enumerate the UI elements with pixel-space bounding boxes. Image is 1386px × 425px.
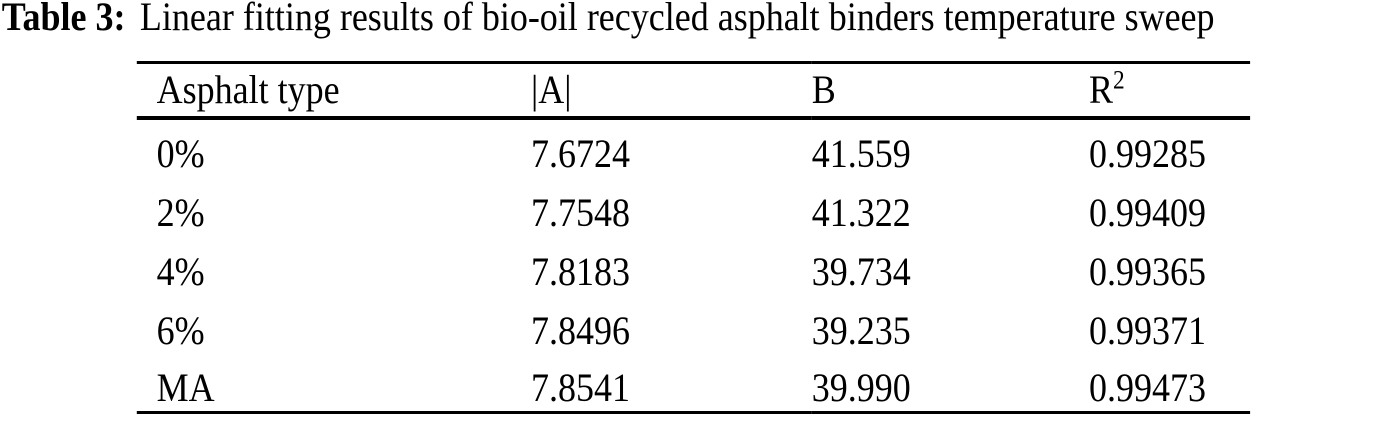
cell-r-squared: 0.99285 — [1089, 130, 1206, 176]
header-b: B — [811, 62, 1089, 120]
cell-a-absolute: 7.7548 — [531, 189, 630, 235]
cell-b: 41.322 — [811, 189, 911, 235]
cell-b: 39.990 — [811, 365, 911, 410]
cell-r-squared: 0.99473 — [1089, 365, 1206, 410]
cell-asphalt-type: 0% — [156, 130, 205, 176]
table-row: 6% 7.8496 39.235 0.99371 — [137, 295, 1250, 354]
table-caption-label: Table 3: — [1, 0, 126, 39]
table-row: 0% 7.6724 41.559 0.99285 — [137, 118, 1250, 177]
cell-r-squared: 0.99365 — [1089, 248, 1206, 294]
r-squared-base: R — [1089, 66, 1114, 112]
r-squared-superscript: 2 — [1113, 65, 1125, 95]
cell-a-absolute: 7.8541 — [531, 365, 630, 410]
table-row: 2% 7.7548 41.322 0.99409 — [137, 177, 1250, 236]
cell-asphalt-type: 6% — [156, 307, 205, 353]
cell-b: 41.559 — [811, 130, 911, 176]
cell-a-absolute: 7.8496 — [531, 307, 630, 353]
cell-a-absolute: 7.6724 — [531, 130, 630, 176]
table-row: 4% 7.8183 39.734 0.99365 — [137, 236, 1250, 295]
cell-r-squared: 0.99371 — [1089, 307, 1206, 353]
cell-a-absolute: 7.8183 — [531, 248, 630, 294]
header-asphalt-type: Asphalt type — [136, 62, 532, 120]
linear-fitting-results-table: Asphalt type |A| B R2 0% 7.6724 41.559 0… — [136, 61, 1251, 414]
table-caption: Table 3: Linear fitting results of bio-oi… — [2, 0, 1215, 39]
cell-asphalt-type: 2% — [156, 189, 205, 235]
header-a-absolute: |A| — [531, 62, 812, 120]
header-r-squared: R2 — [1089, 62, 1251, 120]
cell-r-squared: 0.99409 — [1089, 189, 1206, 235]
table-caption-text: Linear fitting results of bio-oil recycl… — [139, 0, 1215, 39]
cell-asphalt-type: 4% — [156, 248, 205, 294]
cell-asphalt-type: MA — [156, 365, 215, 410]
cell-b: 39.235 — [811, 307, 911, 353]
table-header-row: Asphalt type |A| B R2 — [136, 62, 1251, 120]
table-row: MA 7.8541 39.990 0.99473 — [137, 354, 1250, 413]
cell-b: 39.734 — [811, 248, 911, 294]
